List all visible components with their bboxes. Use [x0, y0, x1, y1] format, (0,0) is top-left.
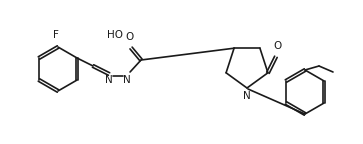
Text: HO: HO: [107, 30, 123, 40]
Text: O: O: [274, 41, 282, 51]
Text: N: N: [105, 75, 113, 85]
Text: N: N: [243, 91, 251, 101]
Text: F: F: [53, 30, 59, 40]
Text: N: N: [123, 75, 131, 85]
Text: O: O: [125, 32, 133, 42]
